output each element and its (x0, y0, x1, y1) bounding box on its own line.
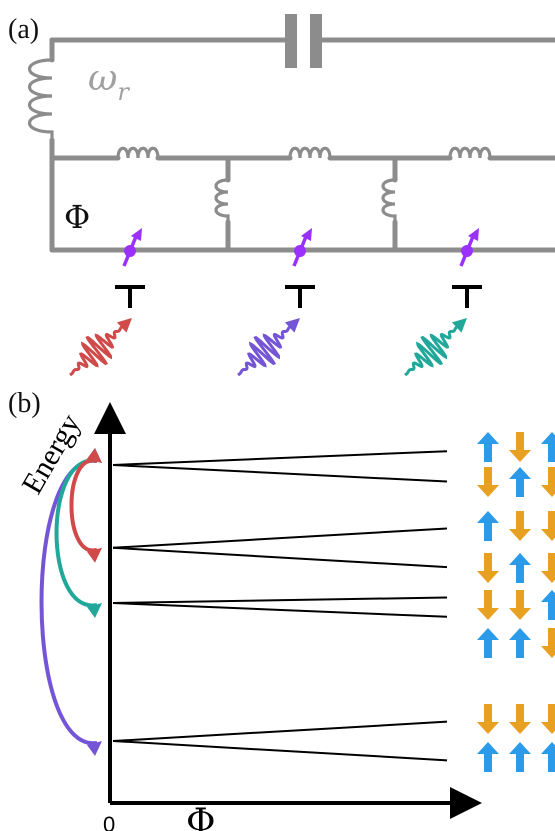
drive-pulse-1 (69, 318, 132, 377)
energy-level-3 (112, 596, 448, 618)
spin-up-arrow (477, 432, 499, 462)
spin-row-1-2 (477, 467, 555, 497)
x-tick-label: 0 (103, 812, 115, 831)
drive-pulses (69, 318, 467, 377)
circuit (28, 14, 555, 253)
axes (94, 402, 482, 819)
spin-row-4-2 (477, 742, 555, 772)
drive-pulse-3 (404, 318, 467, 377)
spin-up-arrow (477, 742, 499, 772)
inductor-1 (116, 146, 160, 159)
spin-down-arrow (541, 553, 555, 583)
spin-up-arrow (509, 553, 531, 583)
spin-down-arrow (541, 511, 555, 541)
spin-up-arrow (509, 467, 531, 497)
level-branch-upper (112, 527, 448, 549)
spin-up-arrow (509, 628, 531, 658)
level-branch-lower (112, 546, 448, 569)
qubit-1 (115, 228, 145, 308)
spin-row-3-1 (477, 590, 555, 620)
spin-up-arrow (477, 511, 499, 541)
spin-down-arrow (541, 628, 555, 658)
spin-down-arrow (541, 704, 555, 734)
spin-down-arrow (477, 553, 499, 583)
capacitor (285, 14, 297, 68)
spin-row-4-1 (477, 704, 555, 734)
inductor-2 (288, 146, 332, 159)
flux-label: Φ (64, 198, 90, 236)
inductor-5 (381, 178, 397, 222)
spin-row-2-2 (477, 553, 555, 583)
spin-row-2-1 (477, 511, 555, 541)
level-branch-upper (112, 720, 448, 742)
spin-up-arrow (541, 590, 555, 620)
qubit-3 (452, 228, 482, 308)
spin-down-arrow (509, 511, 531, 541)
spin-down-arrow (477, 704, 499, 734)
qubits (115, 228, 482, 308)
x-axis-label: Φ (186, 802, 216, 831)
spin-row-1-1 (477, 432, 555, 462)
spin-down-arrow (509, 704, 531, 734)
resonator-label: ωr (88, 58, 130, 106)
energy-levels (112, 450, 448, 762)
level-branch-lower (112, 740, 448, 762)
energy-level-4 (112, 720, 448, 762)
energy-level-1 (112, 450, 448, 483)
spin-down-arrow (509, 590, 531, 620)
spin-up-arrow (509, 742, 531, 772)
transition-3 (69, 448, 102, 563)
level-branch-upper (112, 450, 448, 466)
resonator-inductor (28, 58, 54, 140)
spin-configurations (477, 432, 555, 772)
spin-down-arrow (477, 467, 499, 497)
energy-level-2 (112, 527, 448, 569)
transitions (39, 448, 102, 756)
spin-down-arrow (541, 467, 555, 497)
panel-b-label: (b) (8, 388, 41, 419)
inductor-3 (448, 146, 492, 159)
spin-row-3-2 (477, 628, 555, 658)
level-branch-lower (112, 602, 448, 618)
spin-up-arrow (541, 432, 555, 462)
level-branch-lower (112, 464, 448, 483)
qubit-2 (285, 228, 315, 308)
spin-up-arrow (541, 742, 555, 772)
drive-pulse-2 (237, 318, 300, 377)
y-axis-label: Energy (15, 408, 87, 499)
inductor-4 (214, 178, 230, 222)
spin-down-arrow (477, 590, 499, 620)
spin-up-arrow (477, 628, 499, 658)
level-branch-upper (112, 596, 448, 604)
panel-a-label: (a) (8, 14, 39, 45)
spin-down-arrow (509, 432, 531, 462)
